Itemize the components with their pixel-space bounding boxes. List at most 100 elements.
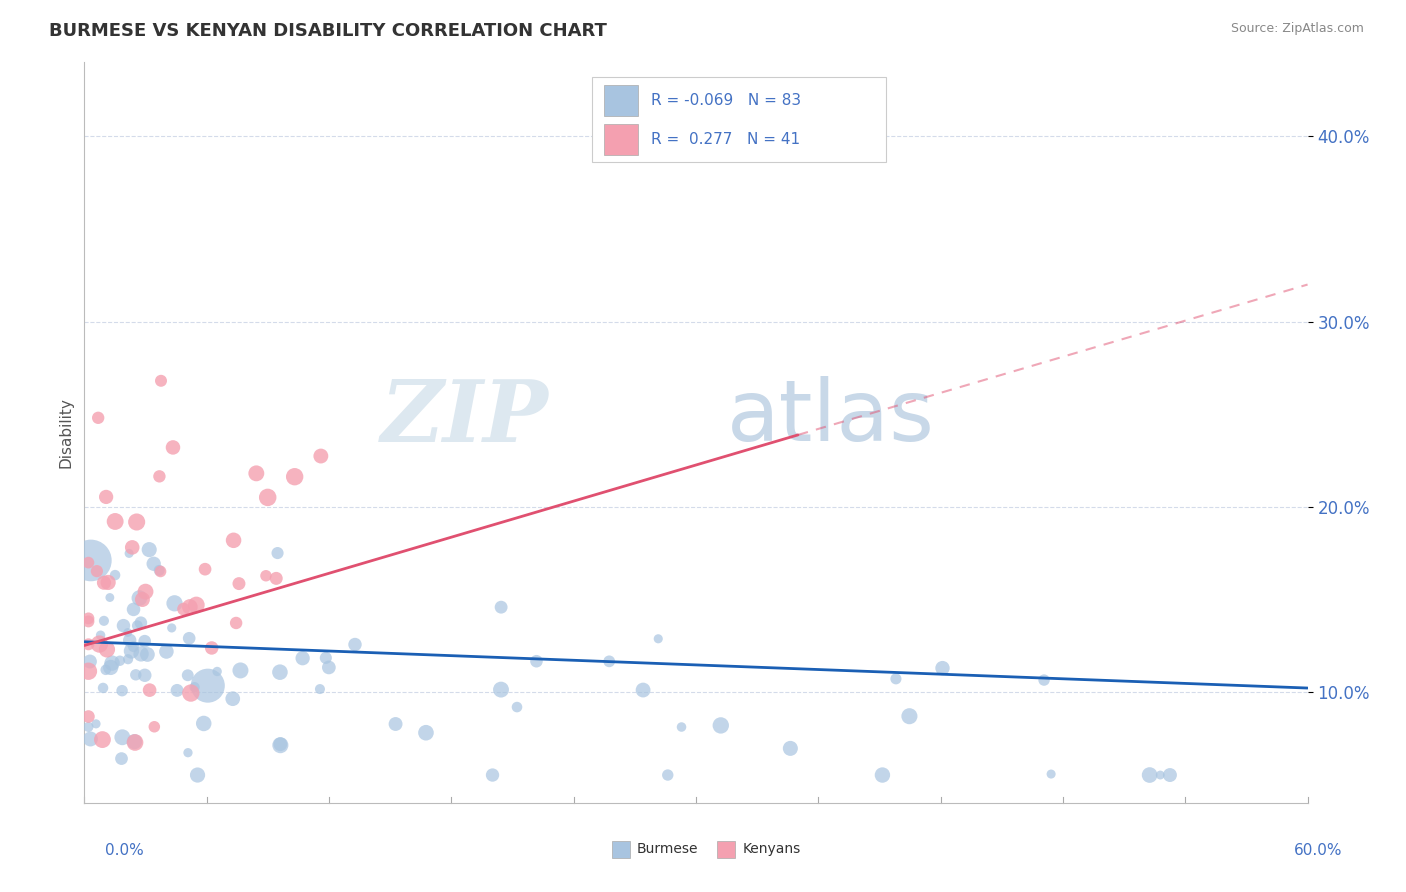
Point <box>177 668 200 682</box>
Point <box>291 651 314 665</box>
Point <box>143 720 166 734</box>
Point <box>266 546 288 560</box>
Point <box>415 725 437 739</box>
Point <box>97 575 120 590</box>
Point <box>104 568 127 582</box>
Point <box>228 576 250 591</box>
Point <box>96 642 118 657</box>
Point <box>100 660 122 674</box>
Text: atlas: atlas <box>727 376 935 459</box>
Point <box>173 602 195 616</box>
Point <box>101 656 124 670</box>
Point <box>86 564 108 578</box>
Point <box>194 562 217 576</box>
Point <box>135 584 157 599</box>
Text: Burmese: Burmese <box>637 842 699 856</box>
Point <box>79 731 101 746</box>
FancyBboxPatch shape <box>605 124 638 155</box>
Point <box>104 515 127 529</box>
Text: BURMESE VS KENYAN DISABILITY CORRELATION CHART: BURMESE VS KENYAN DISABILITY CORRELATION… <box>49 22 607 40</box>
Point <box>526 654 548 668</box>
Point <box>177 746 200 760</box>
Point <box>117 625 139 640</box>
Point <box>160 621 183 635</box>
Point <box>225 615 247 630</box>
Text: R = -0.069   N = 83: R = -0.069 N = 83 <box>651 94 801 109</box>
Point <box>112 618 135 632</box>
Point <box>710 718 733 732</box>
Point <box>136 648 159 662</box>
Point <box>93 575 115 590</box>
Point <box>89 637 111 651</box>
Point <box>671 720 693 734</box>
Point <box>489 682 512 697</box>
Point <box>80 553 103 567</box>
Point <box>118 546 141 560</box>
Point <box>131 592 153 607</box>
Point <box>343 638 366 652</box>
Point <box>124 735 146 749</box>
Point <box>1040 767 1063 781</box>
FancyBboxPatch shape <box>605 86 638 117</box>
Point <box>201 640 224 655</box>
Point <box>120 644 142 658</box>
Point <box>318 660 340 674</box>
Point <box>79 655 101 669</box>
Point <box>129 647 152 661</box>
Point <box>163 596 186 610</box>
Point <box>77 637 100 651</box>
Point <box>94 490 117 504</box>
Point <box>489 600 512 615</box>
Point <box>94 663 117 677</box>
Point <box>138 542 160 557</box>
Point <box>222 533 245 548</box>
Point <box>142 557 165 571</box>
Point <box>84 716 107 731</box>
Point <box>121 541 143 555</box>
Point <box>222 691 245 706</box>
Point <box>77 611 100 625</box>
Point <box>898 709 921 723</box>
Point <box>166 683 188 698</box>
Point <box>155 644 177 658</box>
Point <box>229 664 252 678</box>
Point <box>598 654 620 668</box>
Y-axis label: Disability: Disability <box>58 397 73 468</box>
Point <box>205 665 228 679</box>
Point <box>254 568 277 582</box>
Point <box>315 651 337 665</box>
Point <box>122 640 145 654</box>
Point <box>187 768 209 782</box>
Point <box>269 738 291 752</box>
Text: 60.0%: 60.0% <box>1295 843 1343 858</box>
Point <box>647 632 669 646</box>
Point <box>384 717 406 731</box>
Point <box>87 410 110 425</box>
Text: ZIP: ZIP <box>381 376 550 459</box>
Text: R =  0.277   N = 41: R = 0.277 N = 41 <box>651 132 800 147</box>
Point <box>506 700 529 714</box>
Point <box>134 634 156 648</box>
Point <box>148 563 170 577</box>
Point <box>117 652 139 666</box>
Point <box>1139 768 1161 782</box>
Point <box>309 681 332 696</box>
Point <box>193 716 215 731</box>
Point <box>127 618 149 632</box>
Point <box>1149 768 1171 782</box>
Point <box>931 661 953 675</box>
Point <box>134 668 156 682</box>
Point <box>779 741 801 756</box>
Point <box>481 768 503 782</box>
Point <box>93 614 115 628</box>
Point <box>77 720 100 734</box>
Point <box>180 686 202 700</box>
Point <box>98 591 121 605</box>
Point <box>256 491 278 505</box>
Point <box>179 599 201 614</box>
Point <box>269 737 291 751</box>
Point <box>77 709 100 723</box>
Text: Source: ZipAtlas.com: Source: ZipAtlas.com <box>1230 22 1364 36</box>
Point <box>1033 673 1056 687</box>
Point <box>77 615 100 629</box>
